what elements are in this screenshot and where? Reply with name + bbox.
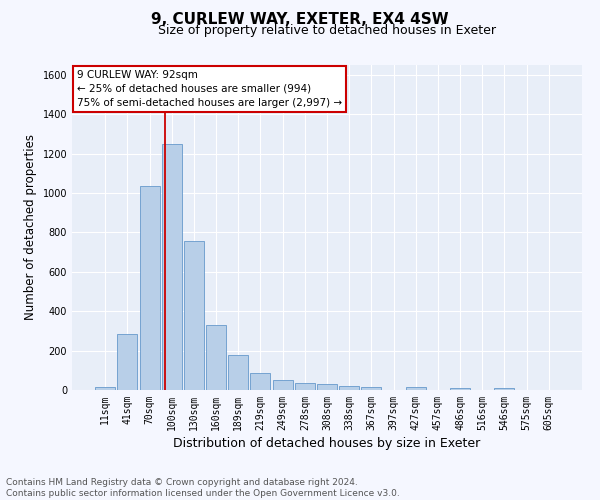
Bar: [184, 242, 204, 390]
Bar: [361, 387, 382, 390]
Bar: [162, 144, 182, 390]
Bar: [118, 334, 137, 390]
Bar: [206, 325, 226, 390]
Text: Contains HM Land Registry data © Crown copyright and database right 2024.
Contai: Contains HM Land Registry data © Crown c…: [6, 478, 400, 498]
Bar: [317, 384, 337, 390]
Bar: [228, 354, 248, 390]
Bar: [250, 372, 271, 390]
Bar: [339, 386, 359, 390]
Bar: [272, 380, 293, 390]
Text: 9 CURLEW WAY: 92sqm
← 25% of detached houses are smaller (994)
75% of semi-detac: 9 CURLEW WAY: 92sqm ← 25% of detached ho…: [77, 70, 342, 108]
Title: Size of property relative to detached houses in Exeter: Size of property relative to detached ho…: [158, 24, 496, 38]
Y-axis label: Number of detached properties: Number of detached properties: [24, 134, 37, 320]
Bar: [406, 388, 426, 390]
Bar: [140, 186, 160, 390]
Bar: [95, 387, 115, 390]
Bar: [494, 388, 514, 390]
Bar: [450, 388, 470, 390]
Bar: [295, 382, 315, 390]
X-axis label: Distribution of detached houses by size in Exeter: Distribution of detached houses by size …: [173, 437, 481, 450]
Text: 9, CURLEW WAY, EXETER, EX4 4SW: 9, CURLEW WAY, EXETER, EX4 4SW: [151, 12, 449, 28]
